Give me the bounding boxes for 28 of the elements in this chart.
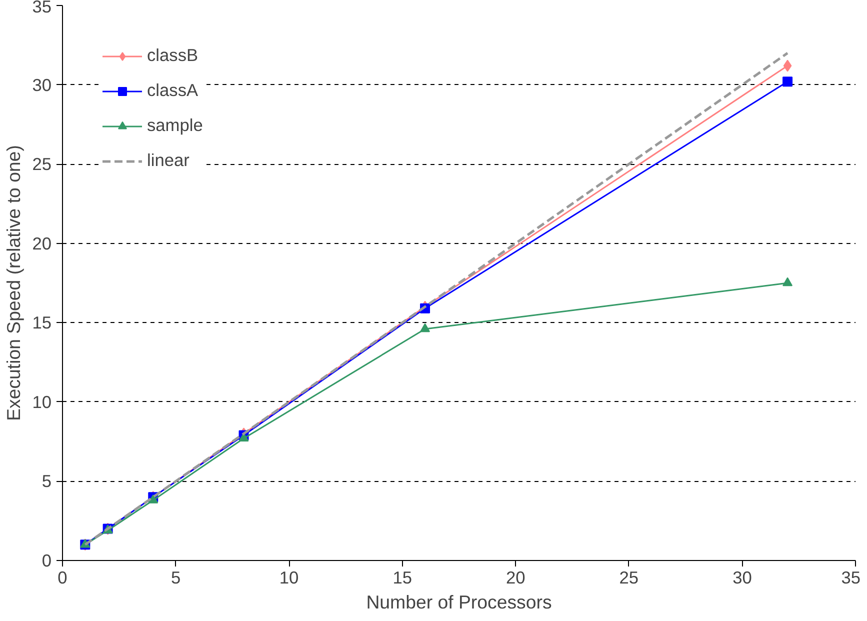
y-tick-label: 0: [42, 550, 52, 570]
y-tick-label: 35: [32, 0, 52, 16]
x-axis-title: Number of Processors: [366, 592, 552, 612]
y-tick-label: 25: [32, 154, 52, 174]
y-tick-label: 15: [32, 312, 52, 333]
legend-label: classB: [147, 45, 198, 66]
y-tick-label: 10: [32, 392, 52, 412]
point: [783, 60, 792, 72]
point: [420, 323, 430, 332]
x-tick-label: 35: [841, 568, 861, 588]
legend-label: classA: [147, 80, 198, 101]
x-tick-label: 30: [732, 568, 752, 588]
x-tick-label: 5: [170, 568, 181, 588]
y-tick-label: 5: [42, 471, 52, 492]
legend-label: linear: [147, 150, 190, 171]
point: [782, 76, 793, 87]
x-tick-label: 25: [619, 568, 639, 588]
point: [238, 432, 249, 442]
x-tick-label: 0: [58, 568, 68, 588]
point: [148, 494, 158, 504]
point: [782, 277, 793, 286]
y-tick-label: 30: [32, 74, 52, 95]
legend-label: sample: [147, 115, 203, 136]
x-tick-label: 15: [392, 568, 412, 588]
x-tick-label: 10: [279, 568, 299, 588]
y-tick-label: 20: [32, 233, 52, 254]
x-tick-label: 20: [506, 568, 526, 588]
y-axis-title: Execution Speed (relative to one): [3, 145, 24, 421]
